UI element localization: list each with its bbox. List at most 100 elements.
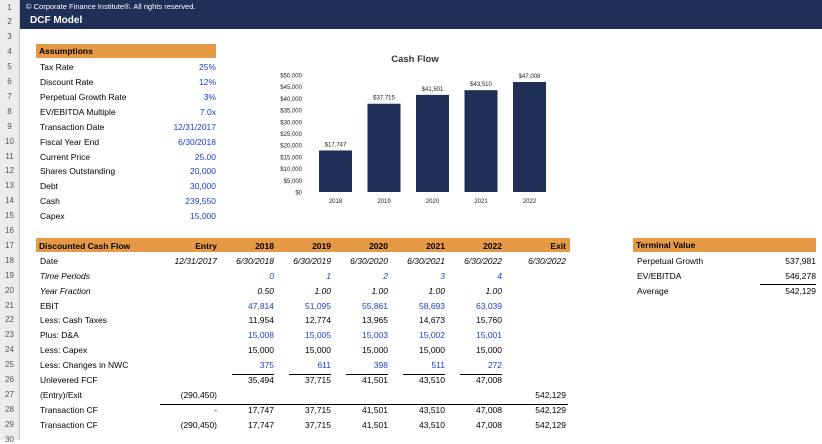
dcf-cell: 51,095	[305, 300, 331, 311]
dcf-cell: 272	[487, 360, 502, 371]
dcf-cell: 6/30/2022	[464, 255, 502, 266]
dcf-cell: 35,494	[248, 375, 274, 385]
y-tick-label: $35,000	[280, 109, 302, 115]
dcf-cell: 398	[373, 360, 388, 371]
dcf-cell: 15,008	[248, 330, 274, 341]
assumption-label: Capex	[40, 211, 65, 222]
dcf-row-label: Transaction CF	[40, 404, 98, 415]
dcf-row-label: Transaction CF	[40, 419, 98, 430]
dcf-cell: (290,450)	[180, 419, 217, 430]
row-number: 21	[5, 300, 14, 310]
header-title-bar: DCF Model	[20, 13, 822, 29]
row-number: 10	[5, 136, 14, 146]
dcf-cell: 1	[326, 270, 331, 281]
dcf-cell: 6/30/2022	[528, 255, 566, 266]
bar-data-label: $41,501	[422, 87, 444, 93]
dcf-cell: 15,001	[476, 330, 502, 341]
assumption-value: 3%	[203, 91, 216, 102]
row-number: 3	[7, 32, 12, 42]
dcf-cell: 542,129	[535, 404, 566, 415]
chart-title: Cash Flow	[391, 54, 439, 65]
dcf-cell: 63,039	[476, 300, 502, 311]
assumption-label: Tax Rate	[40, 62, 74, 73]
dcf-cell: 37,715	[305, 375, 331, 385]
dcf-cell: 542,129	[535, 389, 566, 400]
dcf-cell: 11,954	[248, 315, 274, 326]
row-number: 4	[7, 47, 12, 57]
assumption-value: 12/31/2017	[173, 121, 216, 132]
row-number: 25	[5, 360, 14, 370]
terminal-sum-underline	[760, 284, 816, 286]
row-number: 19	[5, 270, 14, 280]
dcf-row-label: Less: Capex	[40, 345, 88, 356]
dcf-cell: 13,965	[362, 315, 388, 326]
dcf-cell: 41,501	[362, 375, 388, 385]
row-number: 23	[5, 330, 14, 340]
dcf-cell: 55,861	[362, 300, 388, 311]
dcf-cell: 6/30/2018	[236, 255, 274, 266]
dcf-column-header: 2022	[483, 241, 502, 252]
dcf-row-label: EBIT	[40, 300, 59, 311]
dcf-cell: 43,510	[419, 419, 445, 430]
dcf-cell: 375	[259, 360, 274, 371]
header-copyright-bar: © Corporate Finance Institute®. All righ…	[20, 0, 822, 13]
dcf-cell: 15,760	[476, 315, 502, 326]
chart-bar	[416, 94, 449, 192]
row-number: 12	[5, 166, 14, 176]
y-tick-label: $25,000	[280, 132, 302, 138]
row-number: 20	[5, 285, 14, 295]
assumption-label: Perpetual Growth Rate	[40, 91, 127, 102]
terminal-title: Terminal Value	[636, 240, 696, 250]
row-number: 7	[7, 91, 12, 101]
row-number: 18	[5, 255, 14, 265]
row-number: 5	[7, 62, 12, 72]
dcf-cell: 6/30/2021	[407, 255, 445, 266]
assumption-value: 20,000	[190, 166, 216, 177]
assumption-value: 7.0x	[199, 106, 216, 117]
row-number: 22	[5, 315, 14, 325]
dcf-cell: 47,008	[476, 419, 502, 430]
dcf-cell: 2	[383, 270, 388, 281]
assumption-label: Discount Rate	[40, 77, 94, 87]
bar-data-label: $37,715	[373, 96, 395, 102]
row-number: 6	[7, 77, 12, 86]
x-tick-label: 2022	[523, 199, 537, 205]
row-number: 11	[5, 151, 14, 161]
chart-bar	[319, 150, 352, 192]
row-number: 28	[5, 404, 14, 414]
terminal-label: EV/EBITDA	[637, 270, 682, 281]
assumption-label: Cash	[40, 196, 60, 207]
dcf-cell: -	[214, 404, 217, 415]
dcf-row-label: Plus: D&A	[40, 330, 79, 341]
dcf-sum-underline	[460, 373, 502, 375]
row-number: 9	[7, 121, 12, 131]
dcf-row-label: Date	[40, 255, 58, 266]
dcf-cell: 1.00	[314, 285, 331, 296]
dcf-row-label: Year Fraction	[40, 285, 91, 296]
dcf-column-header: 2021	[426, 241, 445, 252]
dcf-cell: 1.00	[485, 285, 502, 296]
assumption-label: Fiscal Year End	[40, 136, 100, 147]
chart-bar	[513, 82, 546, 192]
dcf-cell: 17,747	[248, 419, 274, 430]
y-tick-label: $0	[295, 191, 302, 197]
row-number: 16	[5, 226, 14, 235]
row-number: 26	[5, 375, 14, 384]
bar-data-label: $47,008	[519, 74, 541, 80]
dcf-cell: 3	[440, 270, 445, 281]
dcf-cell: 15,000	[362, 345, 388, 356]
dcf-sum-underline	[346, 373, 388, 375]
chart-bar	[367, 103, 401, 192]
y-tick-label: $10,000	[280, 167, 302, 173]
assumption-value: 15,000	[190, 211, 216, 222]
x-tick-label: 2019	[377, 199, 391, 205]
assumption-label: Debt	[40, 181, 58, 192]
x-tick-label: 2021	[474, 199, 488, 205]
dcf-cell: 6/30/2020	[350, 255, 388, 266]
dcf-cell: 611	[317, 360, 331, 371]
y-tick-label: $40,000	[280, 97, 302, 103]
dcf-cell: 47,008	[476, 375, 502, 385]
dcf-cell: 41,501	[362, 419, 388, 430]
dcf-cell: 12/31/2017	[174, 255, 217, 266]
bar-data-label: $43,510	[470, 82, 492, 88]
